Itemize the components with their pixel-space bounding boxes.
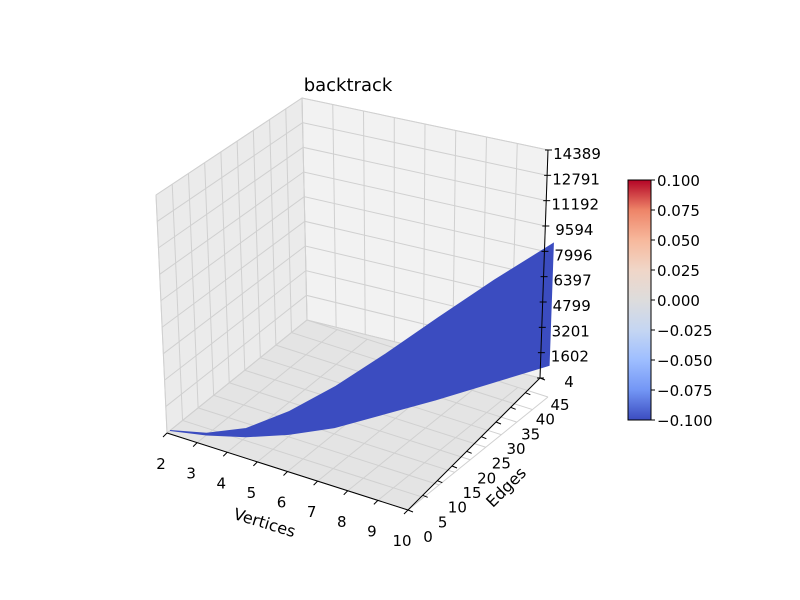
y-tick-label: 30 xyxy=(506,440,525,458)
y-gridline xyxy=(197,407,440,486)
z-tick-label: 9594 xyxy=(555,221,593,239)
x-tick-label: 10 xyxy=(392,532,411,550)
z-tick-label: 1602 xyxy=(551,348,589,366)
y-tick-label: 10 xyxy=(448,499,467,517)
x-tick-label: 3 xyxy=(186,465,196,483)
z-gridline xyxy=(163,245,543,355)
colorbar-tick-label: 0.000 xyxy=(657,292,700,310)
y-tick-mark xyxy=(422,494,428,498)
z-axis-line xyxy=(539,149,549,379)
z-gridline xyxy=(159,171,546,275)
z-gridline xyxy=(160,196,545,302)
y-tick-mark xyxy=(451,465,458,469)
colorbar xyxy=(627,179,652,421)
x-ticks: 2 3 4 5 6 7 8 9 10 xyxy=(156,432,412,550)
x-tick-label: 7 xyxy=(307,503,317,521)
x-tick-mark xyxy=(192,442,198,447)
y-tick-label: 0 xyxy=(423,528,433,546)
back-wall-gridline xyxy=(423,123,426,350)
x-gridline xyxy=(377,386,519,501)
x-tick-mark xyxy=(283,471,288,476)
left-wall-gridline xyxy=(269,119,277,346)
y-tick-mark xyxy=(481,436,487,440)
colorbar-tick-label: −0.100 xyxy=(657,412,713,430)
y-axis-line xyxy=(407,377,541,511)
y-tick-label: 20 xyxy=(477,469,496,487)
x-tick-mark xyxy=(162,432,168,438)
x-gridline xyxy=(347,377,489,492)
y-tick-mark xyxy=(510,406,516,410)
y-tick-mark xyxy=(466,450,472,454)
left-wall-gridline xyxy=(204,162,215,396)
surface-patch xyxy=(170,242,554,438)
left-wall-gridline xyxy=(252,130,261,358)
colorbar-tick-label: 0.050 xyxy=(657,232,700,250)
x-tick-mark xyxy=(222,451,228,457)
colorbar-tick-label: 0.100 xyxy=(657,172,700,190)
x-tick-mark xyxy=(253,461,258,467)
z-gridline xyxy=(158,146,547,249)
x-tick-label: 2 xyxy=(156,455,166,473)
left-wall-gridline xyxy=(155,194,168,434)
colorbar-tick-label: −0.075 xyxy=(657,382,713,400)
z-gridline xyxy=(161,220,544,328)
y-gridline xyxy=(213,394,455,473)
back-wall-gridline xyxy=(363,110,366,335)
x-gridline xyxy=(407,396,549,511)
colorbar-ticks: 0.100 0.075 0.050 0.025 0.000 −0.025 −0.050 −0.… xyxy=(651,172,713,430)
x-tick-mark xyxy=(313,480,318,486)
left-wall-gridline xyxy=(301,97,308,321)
z-tick-label: 11192 xyxy=(551,196,599,214)
left-wall-gridline xyxy=(171,184,184,421)
x-tick-label: 9 xyxy=(367,522,377,540)
z-tick-label: 4 xyxy=(564,373,574,391)
x-tick-label: 5 xyxy=(247,484,257,502)
y-tick-label: 40 xyxy=(536,411,555,429)
z-gridline xyxy=(156,122,548,222)
x-gridline xyxy=(196,329,338,444)
x-tick-label: 8 xyxy=(337,513,347,531)
left-wall-gridline xyxy=(285,108,292,333)
z-ticks: 4 1602 3201 4799 6397 7996 9594 11192 12791 14389 xyxy=(537,145,601,391)
y-tick-mark xyxy=(525,392,531,396)
y-tick-label: 5 xyxy=(438,513,448,531)
x-tick-mark xyxy=(403,509,409,515)
left-wall-gridline xyxy=(236,141,246,371)
x-tick-label: 4 xyxy=(216,474,226,492)
z-tick-label: 7996 xyxy=(554,246,592,264)
z-tick-label: 3201 xyxy=(552,322,590,340)
y-tick-label: 35 xyxy=(521,425,540,443)
z-tick-label: 14389 xyxy=(553,145,601,163)
left-wall-gridline xyxy=(187,173,199,408)
y-tick-mark xyxy=(495,421,502,425)
z-tick-label: 6397 xyxy=(553,272,591,290)
y-tick-label: 25 xyxy=(492,455,511,473)
back-wall-gridline xyxy=(332,104,337,328)
z-tick-label: 12791 xyxy=(552,170,600,188)
chart-title: backtrack xyxy=(304,75,393,96)
colorbar-tick-label: −0.025 xyxy=(657,322,713,340)
x-tick-mark xyxy=(373,500,379,505)
y-tick-mark xyxy=(437,480,443,484)
colorbar-tick-label: −0.050 xyxy=(657,352,713,370)
z-tick-label: 4799 xyxy=(553,297,591,315)
x-tick-label: 6 xyxy=(277,494,287,512)
x-axis-label: Vertices xyxy=(231,504,298,541)
left-wall-gridline xyxy=(220,151,230,383)
y-tick-label: 45 xyxy=(550,396,569,414)
y-tick-label: 15 xyxy=(462,484,481,502)
z-gridline xyxy=(155,97,549,196)
y-tick-mark xyxy=(407,509,414,513)
colorbar-tick-label: 0.075 xyxy=(657,202,700,220)
colorbar-tick-label: 0.025 xyxy=(657,262,700,280)
x-tick-mark xyxy=(343,490,349,496)
